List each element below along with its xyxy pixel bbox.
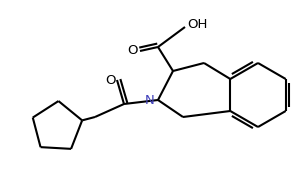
Text: N: N xyxy=(145,95,155,107)
Text: O: O xyxy=(105,73,115,87)
Text: O: O xyxy=(128,45,138,58)
Text: OH: OH xyxy=(187,18,207,31)
